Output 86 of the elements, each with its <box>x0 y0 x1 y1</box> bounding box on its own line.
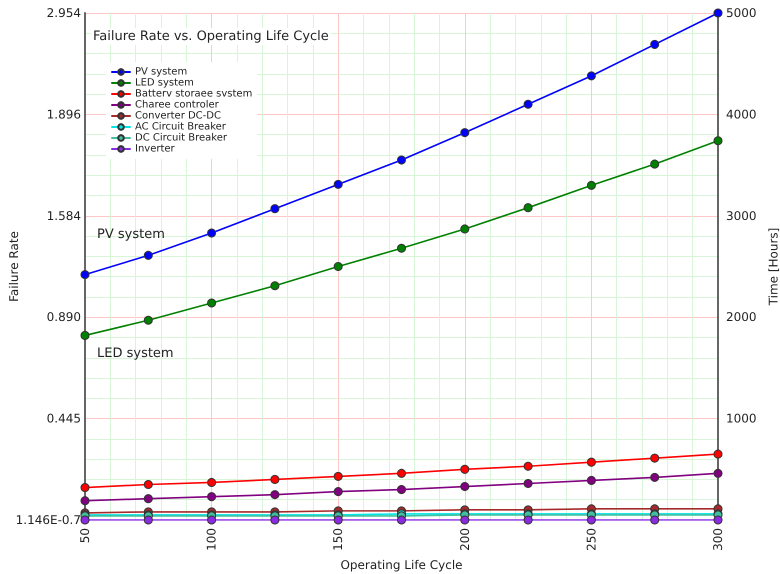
x-tick-label: 100 <box>204 528 219 551</box>
point <box>207 492 216 502</box>
legend-label: DC Circuit Breaker <box>135 132 228 144</box>
legend-label: PV system <box>135 66 188 78</box>
point <box>524 203 533 212</box>
point <box>270 516 280 524</box>
point <box>714 8 722 18</box>
point <box>270 490 280 500</box>
point <box>524 516 533 524</box>
point <box>650 472 660 482</box>
text: 1.896 <box>46 107 81 122</box>
point <box>144 480 153 490</box>
point <box>524 479 533 488</box>
text: 0.445 <box>46 412 81 426</box>
point <box>144 516 153 524</box>
point <box>524 462 533 471</box>
point <box>144 250 153 260</box>
point <box>586 71 596 80</box>
y-axis-title: Time [Hours] <box>766 228 780 306</box>
point <box>650 454 660 463</box>
point <box>207 478 216 487</box>
point <box>334 262 343 271</box>
legend-label: AC Circuit Breaker <box>135 122 227 132</box>
point <box>80 270 90 280</box>
point <box>334 487 343 496</box>
point <box>334 180 343 189</box>
x-tick-label: 50 <box>78 528 92 544</box>
text: Failure Rate vs. Operating Life Cycle <box>93 29 329 44</box>
y-tick-label: 3000 <box>726 208 757 223</box>
point <box>650 516 660 524</box>
point <box>460 516 470 524</box>
point <box>397 468 406 478</box>
point <box>144 316 153 325</box>
y-tick-label: 5000 <box>726 6 757 20</box>
point <box>714 136 722 146</box>
point <box>270 474 280 484</box>
point <box>270 281 280 290</box>
point <box>80 483 90 492</box>
text: 1.584 <box>46 208 81 223</box>
point <box>586 180 596 190</box>
point <box>207 298 216 308</box>
point <box>207 516 216 524</box>
point <box>586 516 596 524</box>
point <box>586 476 596 485</box>
text: 2.954 <box>46 6 81 20</box>
point <box>397 244 406 253</box>
text: Failure Rate <box>7 231 21 302</box>
point <box>714 516 722 524</box>
point <box>397 485 406 494</box>
x-tick-label: 250 <box>584 528 598 551</box>
annotation: LED system <box>97 346 174 361</box>
x-tick-label: 150 <box>331 528 346 551</box>
point <box>80 496 90 506</box>
point <box>397 156 406 165</box>
point <box>714 468 722 478</box>
point <box>460 224 470 234</box>
point <box>80 330 90 340</box>
legend-label: Converter DC-DC <box>135 110 221 122</box>
point <box>524 100 533 109</box>
annotation: PV system <box>97 227 165 242</box>
legend-label: LED system <box>135 78 194 88</box>
y-tick-label: 1000 <box>726 412 757 426</box>
point <box>207 228 216 238</box>
point <box>650 40 660 49</box>
legend-label: Inverter <box>135 144 176 154</box>
legend-label: Charee controler <box>135 100 220 110</box>
point <box>397 516 406 524</box>
point <box>714 450 722 459</box>
legend-label: Batterv storaee svstem <box>135 88 252 100</box>
x-tick-label: 200 <box>458 528 472 551</box>
y-tick-label: 4000 <box>726 107 757 122</box>
point <box>80 516 90 524</box>
point <box>334 472 343 481</box>
text: 1.146E-0.7 <box>16 513 81 527</box>
point <box>270 204 280 214</box>
point <box>460 128 470 138</box>
x-tick-label: 300 <box>711 528 725 551</box>
x-axis-title: Operating Life Cycle <box>340 558 463 572</box>
point <box>586 458 596 467</box>
point <box>144 494 153 504</box>
point <box>460 464 470 474</box>
point <box>334 516 343 524</box>
point <box>460 482 470 492</box>
point <box>650 160 660 169</box>
text: 0.890 <box>46 310 81 324</box>
y-tick-label: 2000 <box>726 310 757 324</box>
